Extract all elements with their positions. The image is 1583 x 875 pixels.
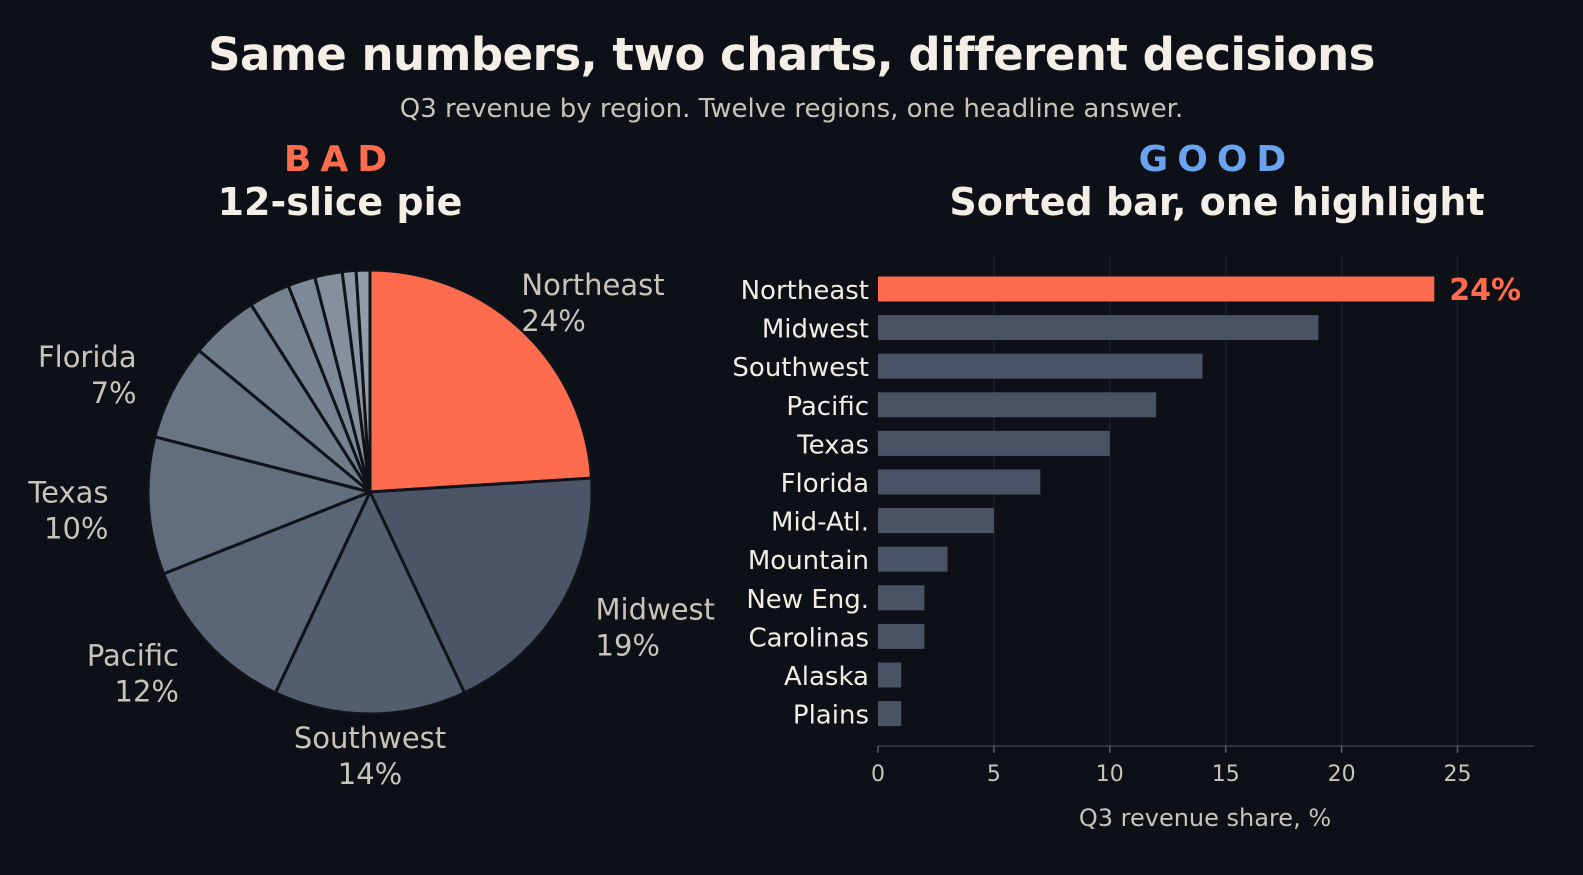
pie-label-midwest: Midwest 19% [596,592,716,662]
x-tick-label-10: 10 [1096,762,1124,787]
bar-label-carolinas: Carolinas [748,623,869,653]
pie-pct-northeast: 24% [521,304,585,338]
pie-pct-texas: 10% [44,512,108,546]
pie-pct-pacific: 12% [115,674,179,708]
bad-panel-heading: 12-slice pie [217,180,463,224]
bar-label-texas: Texas [796,430,869,460]
pie-pct-midwest: 19% [596,628,660,662]
pie-slice-plains [354,268,372,494]
pie-label-northeast: Northeast 24% [521,268,664,338]
bar-midwest [878,315,1319,341]
pie-slice-pacific [162,490,372,695]
bar-alaska [878,662,902,688]
x-tick-label-5: 5 [987,762,1001,787]
bar-label-alaska: Alaska [784,662,869,692]
pie-label-florida: Florida 7% [38,340,137,410]
bar-new-eng [878,585,925,611]
bar-label-northeast: Northeast [741,276,869,306]
bar-carolinas [878,623,925,649]
bar-pacific [878,392,1157,418]
pie-chart: Northeast 24% Midwest 19% Southwest 14% Pacifi… [27,268,716,791]
x-tick-label-0: 0 [871,762,885,787]
pie-pct-florida: 7% [91,376,137,410]
bar-southwest [878,353,1203,379]
bar-label-new-eng: New Eng. [746,585,869,615]
bar-value-label-highlight: 24% [1449,273,1521,308]
bar-label-mountain: Mountain [748,546,869,576]
x-axis-label: Q3 revenue share, % [1079,804,1331,832]
bar-florida [878,469,1041,495]
bar-label-florida: Florida [781,469,869,499]
bar-mid-atl [878,508,994,534]
page-subtitle: Q3 revenue by region. Twelve regions, on… [399,94,1184,124]
x-tick-label-25: 25 [1444,762,1472,787]
good-panel-heading: Sorted bar, one highlight [949,180,1485,224]
pie-label-pacific: Pacific 12% [87,638,179,708]
pie-slice-northeast [368,268,594,494]
bar-label-southwest: Southwest [732,353,869,383]
pie-slice-midwest [368,476,594,695]
bar-texas [878,430,1110,456]
bar-mountain [878,546,948,572]
bar-label-mid-atl: Mid-Atl. [771,508,869,538]
good-panel-tag: GOOD [1138,139,1296,180]
bar-plains [878,701,902,727]
pie-slice-southwest [273,490,467,716]
bar-northeast [878,276,1435,302]
x-tick-label-20: 20 [1328,762,1356,787]
x-tick-label-15: 15 [1212,762,1240,787]
bar-label-midwest: Midwest [762,315,869,345]
bad-panel-tag: BAD [283,139,397,180]
pie-slice-texas [146,435,372,576]
pie-label-southwest: Southwest 14% [294,721,446,791]
bar-label-pacific: Pacific [786,392,869,422]
page-title: Same numbers, two charts, different deci… [208,28,1375,81]
bar-label-plains: Plains [793,701,869,731]
pie-label-texas: Texas 10% [27,476,108,546]
pie-pct-southwest: 14% [338,757,402,791]
